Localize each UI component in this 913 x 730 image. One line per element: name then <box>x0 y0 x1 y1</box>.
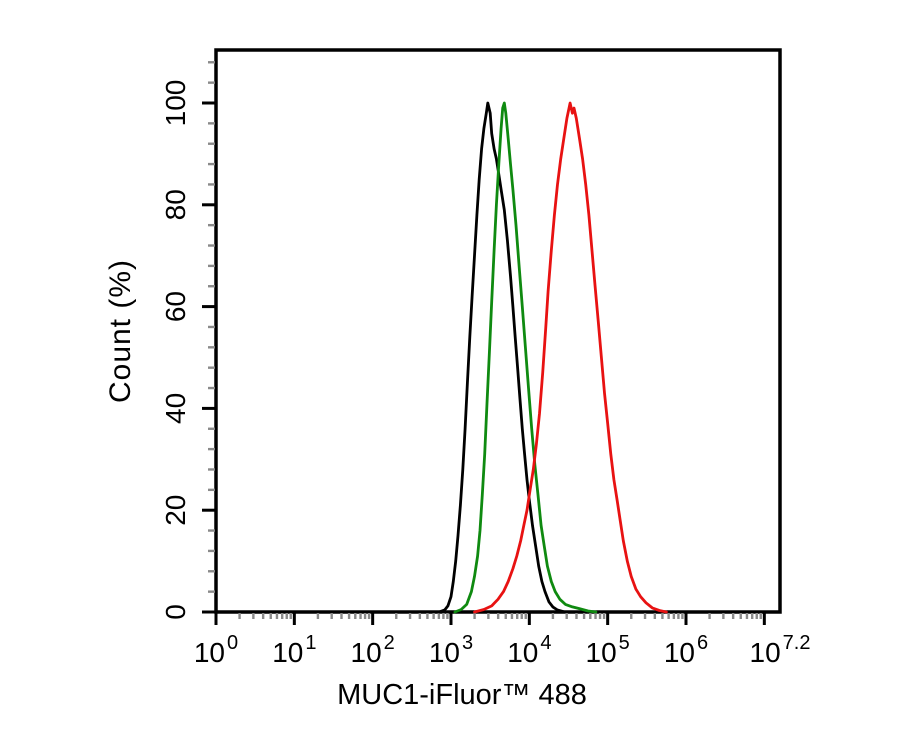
x-major-ticks <box>214 612 766 625</box>
y-tick-label: 60 <box>160 291 191 322</box>
plot-border <box>214 48 782 614</box>
y-tick-label: 0 <box>160 604 191 620</box>
black-curve <box>437 101 566 614</box>
x-tick-labels: 10 0 10 1 10 2 10 3 10 4 10 5 10 6 10 7.2 <box>194 632 811 668</box>
x-tick-label: 10 7.2 <box>750 632 811 668</box>
red-curve <box>473 101 668 614</box>
x-tick-label: 10 2 <box>351 632 395 668</box>
x-tick-label: 10 5 <box>586 632 630 668</box>
series-curves <box>437 101 668 614</box>
y-tick-label: 40 <box>160 393 191 424</box>
y-tick-label: 80 <box>160 189 191 220</box>
y-tick-labels: 0 20 40 60 80 100 <box>160 80 191 620</box>
x-minor-ticks <box>238 613 762 619</box>
y-major-ticks <box>202 101 216 614</box>
x-tick-label: 10 0 <box>194 632 238 668</box>
x-tick-label: 10 3 <box>429 632 473 668</box>
y-tick-label: 100 <box>160 80 191 127</box>
y-minor-ticks <box>208 61 215 593</box>
x-tick-label: 10 4 <box>507 632 551 668</box>
x-tick-label: 10 1 <box>272 632 316 668</box>
x-axis-title: MUC1-iFluor™ 488 <box>337 679 587 711</box>
green-curve <box>453 101 598 614</box>
y-axis-title: Count (%) <box>104 259 137 403</box>
y-tick-label: 20 <box>160 495 191 526</box>
x-tick-label: 10 6 <box>664 632 708 668</box>
